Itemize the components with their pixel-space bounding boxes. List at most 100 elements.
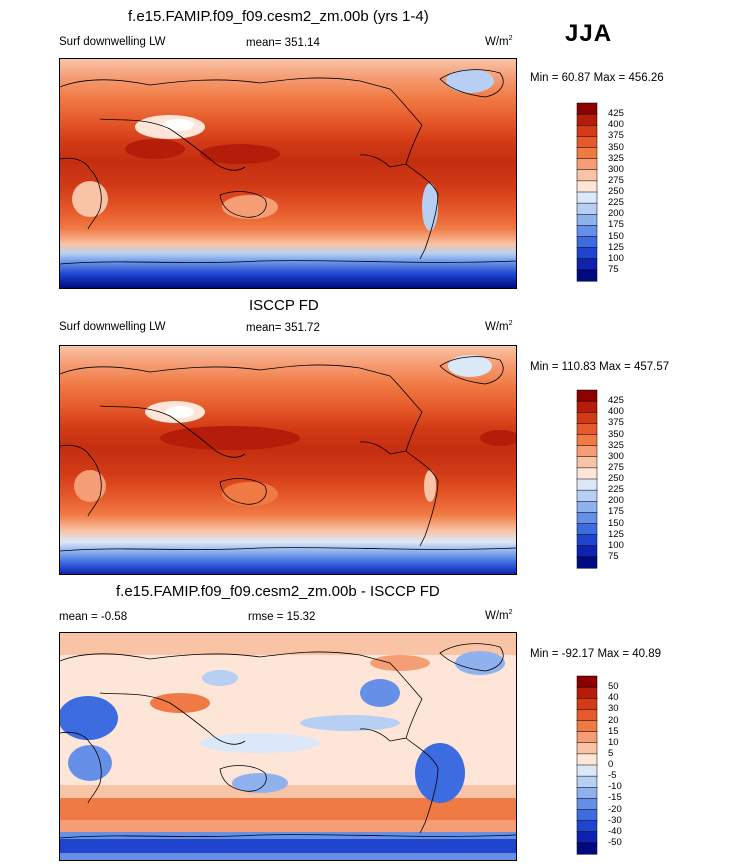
panel2-units: W/m2 [485,320,513,333]
colorbar-box [576,501,598,513]
colorbar-tick-label: 125 [608,528,624,540]
panel3-rmse: rmse = 15.32 [248,611,316,623]
colorbar-tick-label: 200 [608,495,624,507]
panel1-minmax: Min = 60.87 Max = 456.26 [530,72,664,84]
panel2-mean: mean= 351.72 [246,322,320,334]
colorbar-box [576,534,598,547]
panel1-map-field [60,59,516,288]
panel1-colorbar [576,102,598,282]
colorbar-tick-label: 300 [608,163,624,175]
colorbar-tick-label: -5 [608,770,617,782]
colorbar-box [576,125,598,137]
panel2-map [59,345,517,575]
colorbar-tick-label: 100 [608,252,624,264]
colorbar-box [576,775,598,788]
colorbar-tick-label: 350 [608,428,624,440]
panel1-variable-label: Surf downwelling LW [59,36,166,48]
colorbar-box [576,214,598,226]
colorbar-tick-label: 300 [608,450,624,462]
colorbar-tick-label: 250 [608,473,624,484]
colorbar-box [576,809,598,822]
colorbar-box [576,191,598,204]
panel2-colorbar [576,389,598,569]
colorbar-box [576,764,598,777]
panel2-title: ISCCP FD [249,297,319,314]
colorbar-tick-label: 40 [608,692,619,704]
colorbar-tick-label: 175 [608,506,624,518]
panel1-colorbar-boxes [576,102,598,282]
colorbar-tick-label: 225 [608,484,624,496]
colorbar-box [576,158,598,171]
colorbar-tick-label: 200 [608,208,624,220]
colorbar-box [576,102,598,115]
colorbar-box [576,180,598,193]
colorbar-box [576,113,598,126]
colorbar-tick-label: 20 [608,714,619,726]
panel2-variable-label: Surf downwelling LW [59,321,166,333]
colorbar-tick-label: 250 [608,186,624,197]
colorbar-box [576,787,598,799]
panel2-map-field [60,346,516,574]
colorbar-box [576,247,598,260]
colorbar-tick-label: 225 [608,197,624,209]
panel3-units: W/m2 [485,609,513,622]
colorbar-box [576,798,598,811]
colorbar-tick-label: -30 [608,814,622,826]
panel1-map [59,58,517,289]
colorbar-tick-label: 375 [608,130,624,142]
colorbar-box [576,136,598,149]
colorbar-box [576,720,598,733]
colorbar-box [576,147,598,160]
colorbar-tick-label: 150 [608,517,624,529]
colorbar-tick-label: 10 [608,736,619,748]
panel3-mean: mean = -0.58 [59,611,128,623]
colorbar-tick-label: 125 [608,241,624,253]
panel3-minmax: Min = -92.17 Max = 40.89 [530,648,662,660]
panel1-title: f.e15.FAMIP.f09_f09.cesm2_zm.00b (yrs 1-… [128,8,429,25]
colorbar-tick-label: 350 [608,141,624,153]
colorbar-box [576,467,598,480]
colorbar-tick-label: -50 [608,836,622,848]
colorbar-box [576,269,598,282]
colorbar-box [576,258,598,271]
colorbar-box [576,842,598,855]
colorbar-tick-label: 75 [608,263,619,275]
colorbar-tick-label: 275 [608,461,624,473]
colorbar-tick-label: 400 [608,406,624,418]
colorbar-box [576,400,598,413]
panel3-map [59,632,517,861]
colorbar-box [576,478,598,491]
colorbar-box [576,698,598,710]
panel3-map-field [60,633,516,860]
colorbar-box [576,445,598,458]
panel1-units: W/m2 [485,35,513,48]
colorbar-box [576,831,598,844]
colorbar-box [576,489,598,502]
colorbar-tick-label: 325 [608,439,624,451]
colorbar-box [576,731,598,744]
colorbar-tick-label: 5 [608,747,614,759]
panel3-title: f.e15.FAMIP.f09_f09.cesm2_zm.00b - ISCCP… [116,583,440,600]
colorbar-box [576,753,598,766]
colorbar-box [576,236,598,249]
colorbar-box [576,389,598,402]
colorbar-tick-label: 325 [608,152,624,164]
colorbar-box [576,169,598,182]
panel3-colorbar-boxes [576,675,598,855]
panel1-mean: mean= 351.14 [246,37,320,49]
colorbar-tick-label: 375 [608,417,624,429]
colorbar-box [576,512,598,525]
colorbar-box [576,820,598,833]
colorbar-box [576,523,598,536]
colorbar-box [576,412,598,424]
colorbar-box [576,709,598,722]
colorbar-tick-label: 50 [608,681,619,693]
colorbar-tick-label: 150 [608,230,624,242]
colorbar-tick-label: -20 [608,803,622,815]
colorbar-box [576,456,598,469]
season-label: JJA [565,20,613,47]
panel3-colorbar [576,675,598,855]
colorbar-box [576,556,598,569]
colorbar-box [576,742,598,755]
colorbar-tick-label: 100 [608,539,624,551]
